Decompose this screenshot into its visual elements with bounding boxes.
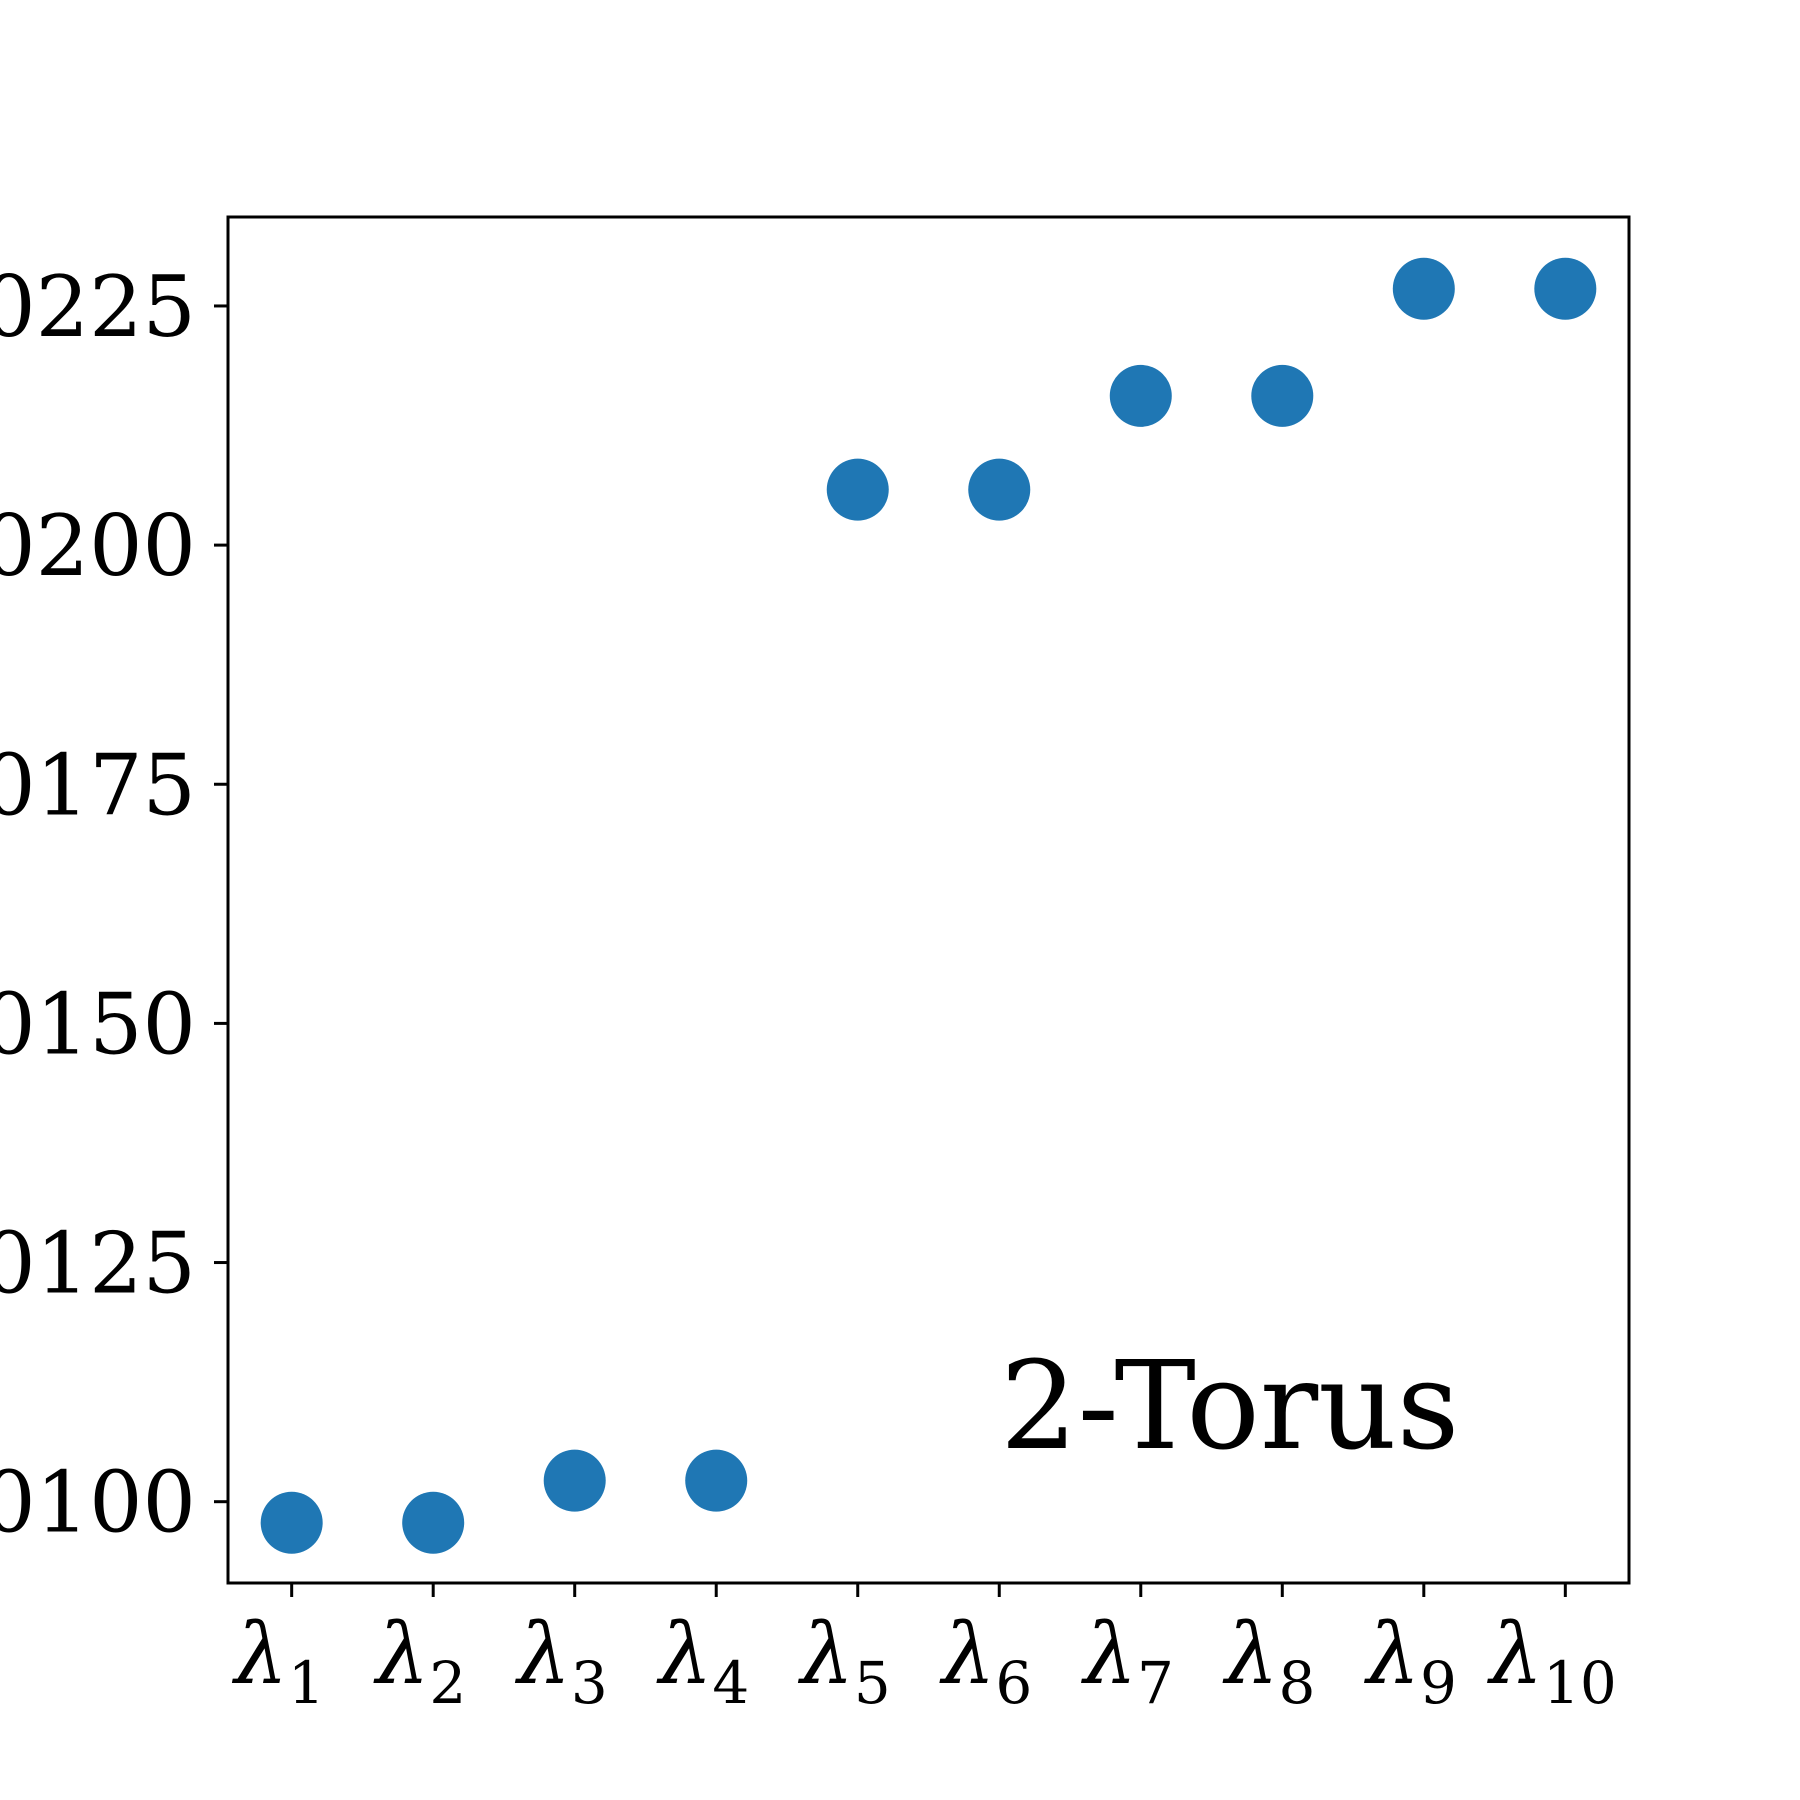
x-tick-label-symbol: λ [656,1605,712,1703]
x-tick-label: λ3 [515,1605,608,1717]
x-tick-label: λ10 [1487,1605,1617,1717]
data-point-λ2 [402,1492,464,1554]
x-tick-label-subscript: 3 [571,1649,608,1717]
x-tick-label-subscript: 6 [995,1649,1032,1717]
x-tick-label-symbol: λ [798,1605,854,1703]
x-tick-label: λ7 [1081,1605,1174,1717]
chart-annotation: 2-Torus [1000,1335,1459,1477]
x-tick-label-symbol: λ [1364,1605,1420,1703]
x-tick-label-symbol: λ [1081,1605,1137,1703]
x-tick-label: λ4 [656,1605,749,1717]
x-tick-label-subscript: 7 [1137,1649,1174,1717]
data-point-λ10 [1534,258,1596,320]
data-point-λ3 [544,1450,606,1512]
y-tick-label: 0.0225 [0,258,196,356]
y-tick-label: 0.0100 [0,1454,196,1552]
x-tick-label: λ5 [798,1605,891,1717]
x-axis: λ1 λ2 λ3 λ4 λ5 λ6 λ7 λ8 λ9 λ10 [232,1583,1617,1717]
data-point-λ5 [827,459,889,521]
x-tick-label-subscript: 4 [712,1649,749,1717]
data-point-λ8 [1251,365,1313,427]
x-tick-label: λ9 [1364,1605,1457,1717]
x-tick-label-symbol: λ [515,1605,571,1703]
x-tick-label: λ8 [1222,1605,1315,1717]
y-tick-label: 0.0175 [0,736,196,834]
x-tick-label-symbol: λ [1487,1605,1543,1703]
data-point-λ7 [1110,365,1172,427]
x-tick-label: λ6 [939,1605,1032,1717]
x-tick-label: λ2 [373,1605,466,1717]
x-tick-label-symbol: λ [373,1605,429,1703]
y-tick-label: 0.0150 [0,975,196,1073]
data-point-λ6 [968,459,1030,521]
x-tick-label-subscript: 1 [288,1649,325,1717]
y-tick-label: 0.0125 [0,1215,196,1313]
x-tick-label-subscript: 2 [429,1649,466,1717]
x-tick-label-subscript: 9 [1420,1649,1457,1717]
x-tick-label-subscript: 10 [1543,1649,1617,1717]
y-axis: 0.0100 0.0125 0.0150 0.0175 0.0200 0.0225 [0,258,228,1552]
x-tick-label-symbol: λ [1222,1605,1278,1703]
data-point-λ4 [685,1450,747,1512]
x-tick-label: λ1 [232,1605,325,1717]
data-point-λ1 [261,1492,323,1554]
data-point-λ9 [1393,258,1455,320]
x-tick-label-subscript: 8 [1278,1649,1315,1717]
x-tick-label-subscript: 5 [854,1649,891,1717]
x-tick-label-symbol: λ [232,1605,288,1703]
x-tick-label-symbol: λ [939,1605,995,1703]
y-tick-label: 0.0200 [0,497,196,595]
